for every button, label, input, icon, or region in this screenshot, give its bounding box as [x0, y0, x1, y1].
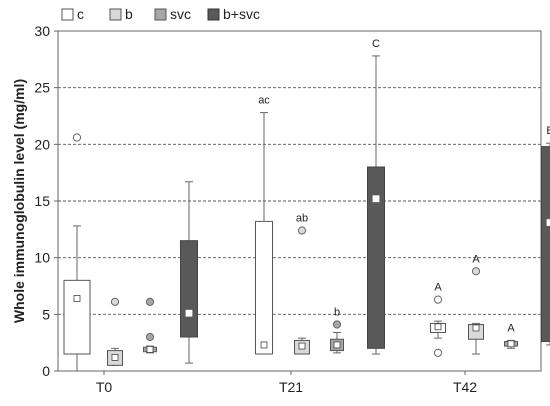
mean-marker — [434, 323, 442, 331]
mean-marker — [260, 341, 268, 349]
mean-marker — [111, 353, 119, 361]
x-tick-label: T0 — [96, 379, 113, 395]
box-T0-b — [107, 297, 123, 366]
mean-marker — [73, 295, 81, 302]
legend-swatch — [154, 8, 167, 21]
legend-item-svc: svc — [154, 6, 191, 22]
box-T21-svc: b — [330, 307, 344, 354]
box-body — [63, 279, 91, 355]
outlier-point — [110, 297, 120, 306]
mean-marker — [298, 342, 306, 350]
legend-swatch — [61, 8, 74, 21]
significance-letter: A — [472, 253, 480, 265]
outlier-point — [433, 295, 443, 304]
mean-marker — [333, 341, 341, 349]
legend-label: svc — [170, 6, 191, 22]
significance-letter: b — [334, 307, 340, 319]
significance-letter: ab — [296, 212, 308, 224]
mean-marker — [546, 219, 550, 226]
y-tick-label: 25 — [34, 80, 50, 96]
axes: 0 5 10 15 20 25 30 T0 T21 T42 — [34, 23, 542, 395]
legend-label: b — [125, 6, 133, 22]
significance-letter: A — [434, 282, 442, 294]
y-tick-label: 10 — [34, 250, 50, 266]
box-T0-c — [63, 133, 91, 372]
grid — [58, 30, 541, 315]
outlier-point — [433, 348, 443, 357]
box-T0-b-plus-svc — [180, 181, 198, 364]
box-T21-c: ac — [255, 95, 273, 355]
mean-marker — [472, 324, 480, 332]
legend-label: b+svc — [223, 6, 260, 22]
outlier-point — [297, 226, 307, 235]
box-body — [367, 166, 385, 349]
legend: c b svc b+svc — [61, 6, 260, 22]
plot-area: ac ab b C A A A B — [63, 38, 550, 372]
significance-letter: C — [372, 38, 380, 50]
box-body — [541, 146, 550, 343]
mean-marker — [146, 346, 154, 353]
x-tick-label: T42 — [453, 379, 477, 395]
y-tick-label: 30 — [34, 23, 50, 39]
box-T0-svc — [143, 297, 157, 354]
significance-letter: ac — [258, 95, 270, 107]
legend-swatch — [109, 8, 122, 21]
box-body — [255, 220, 273, 355]
outlier-point — [145, 297, 155, 306]
legend-item-b: b — [109, 6, 133, 22]
y-tick-label: 20 — [34, 136, 50, 152]
x-tick-label: T21 — [279, 379, 303, 395]
legend-label: c — [77, 6, 84, 22]
significance-letter: B — [546, 125, 550, 137]
mean-marker — [185, 309, 193, 317]
y-axis-label: Whole immunoglobulin level (mg/ml) — [11, 79, 27, 323]
box-T42-svc: A — [504, 322, 518, 349]
legend-item-c: c — [61, 6, 84, 22]
box-T21-b: ab — [294, 212, 310, 355]
significance-letter: A — [507, 322, 515, 334]
outlier-point — [72, 133, 82, 142]
outlier-point — [145, 332, 155, 342]
box-body — [180, 240, 198, 338]
box-T21-b-plus-svc: C — [367, 38, 385, 355]
legend-item-b-plus-svc: b+svc — [207, 6, 260, 22]
outlier-point — [471, 267, 481, 276]
mean-marker — [372, 195, 380, 203]
box-T42-c: A — [430, 282, 446, 357]
mean-marker — [507, 340, 515, 348]
legend-swatch — [207, 8, 220, 21]
box-T42-b: A — [468, 253, 484, 355]
box-T42-b-plus-svc: B — [541, 125, 550, 346]
y-tick-label: 5 — [42, 306, 50, 322]
y-tick-label: 0 — [42, 363, 50, 379]
outlier-point — [332, 320, 342, 329]
y-tick-label: 15 — [34, 193, 50, 209]
